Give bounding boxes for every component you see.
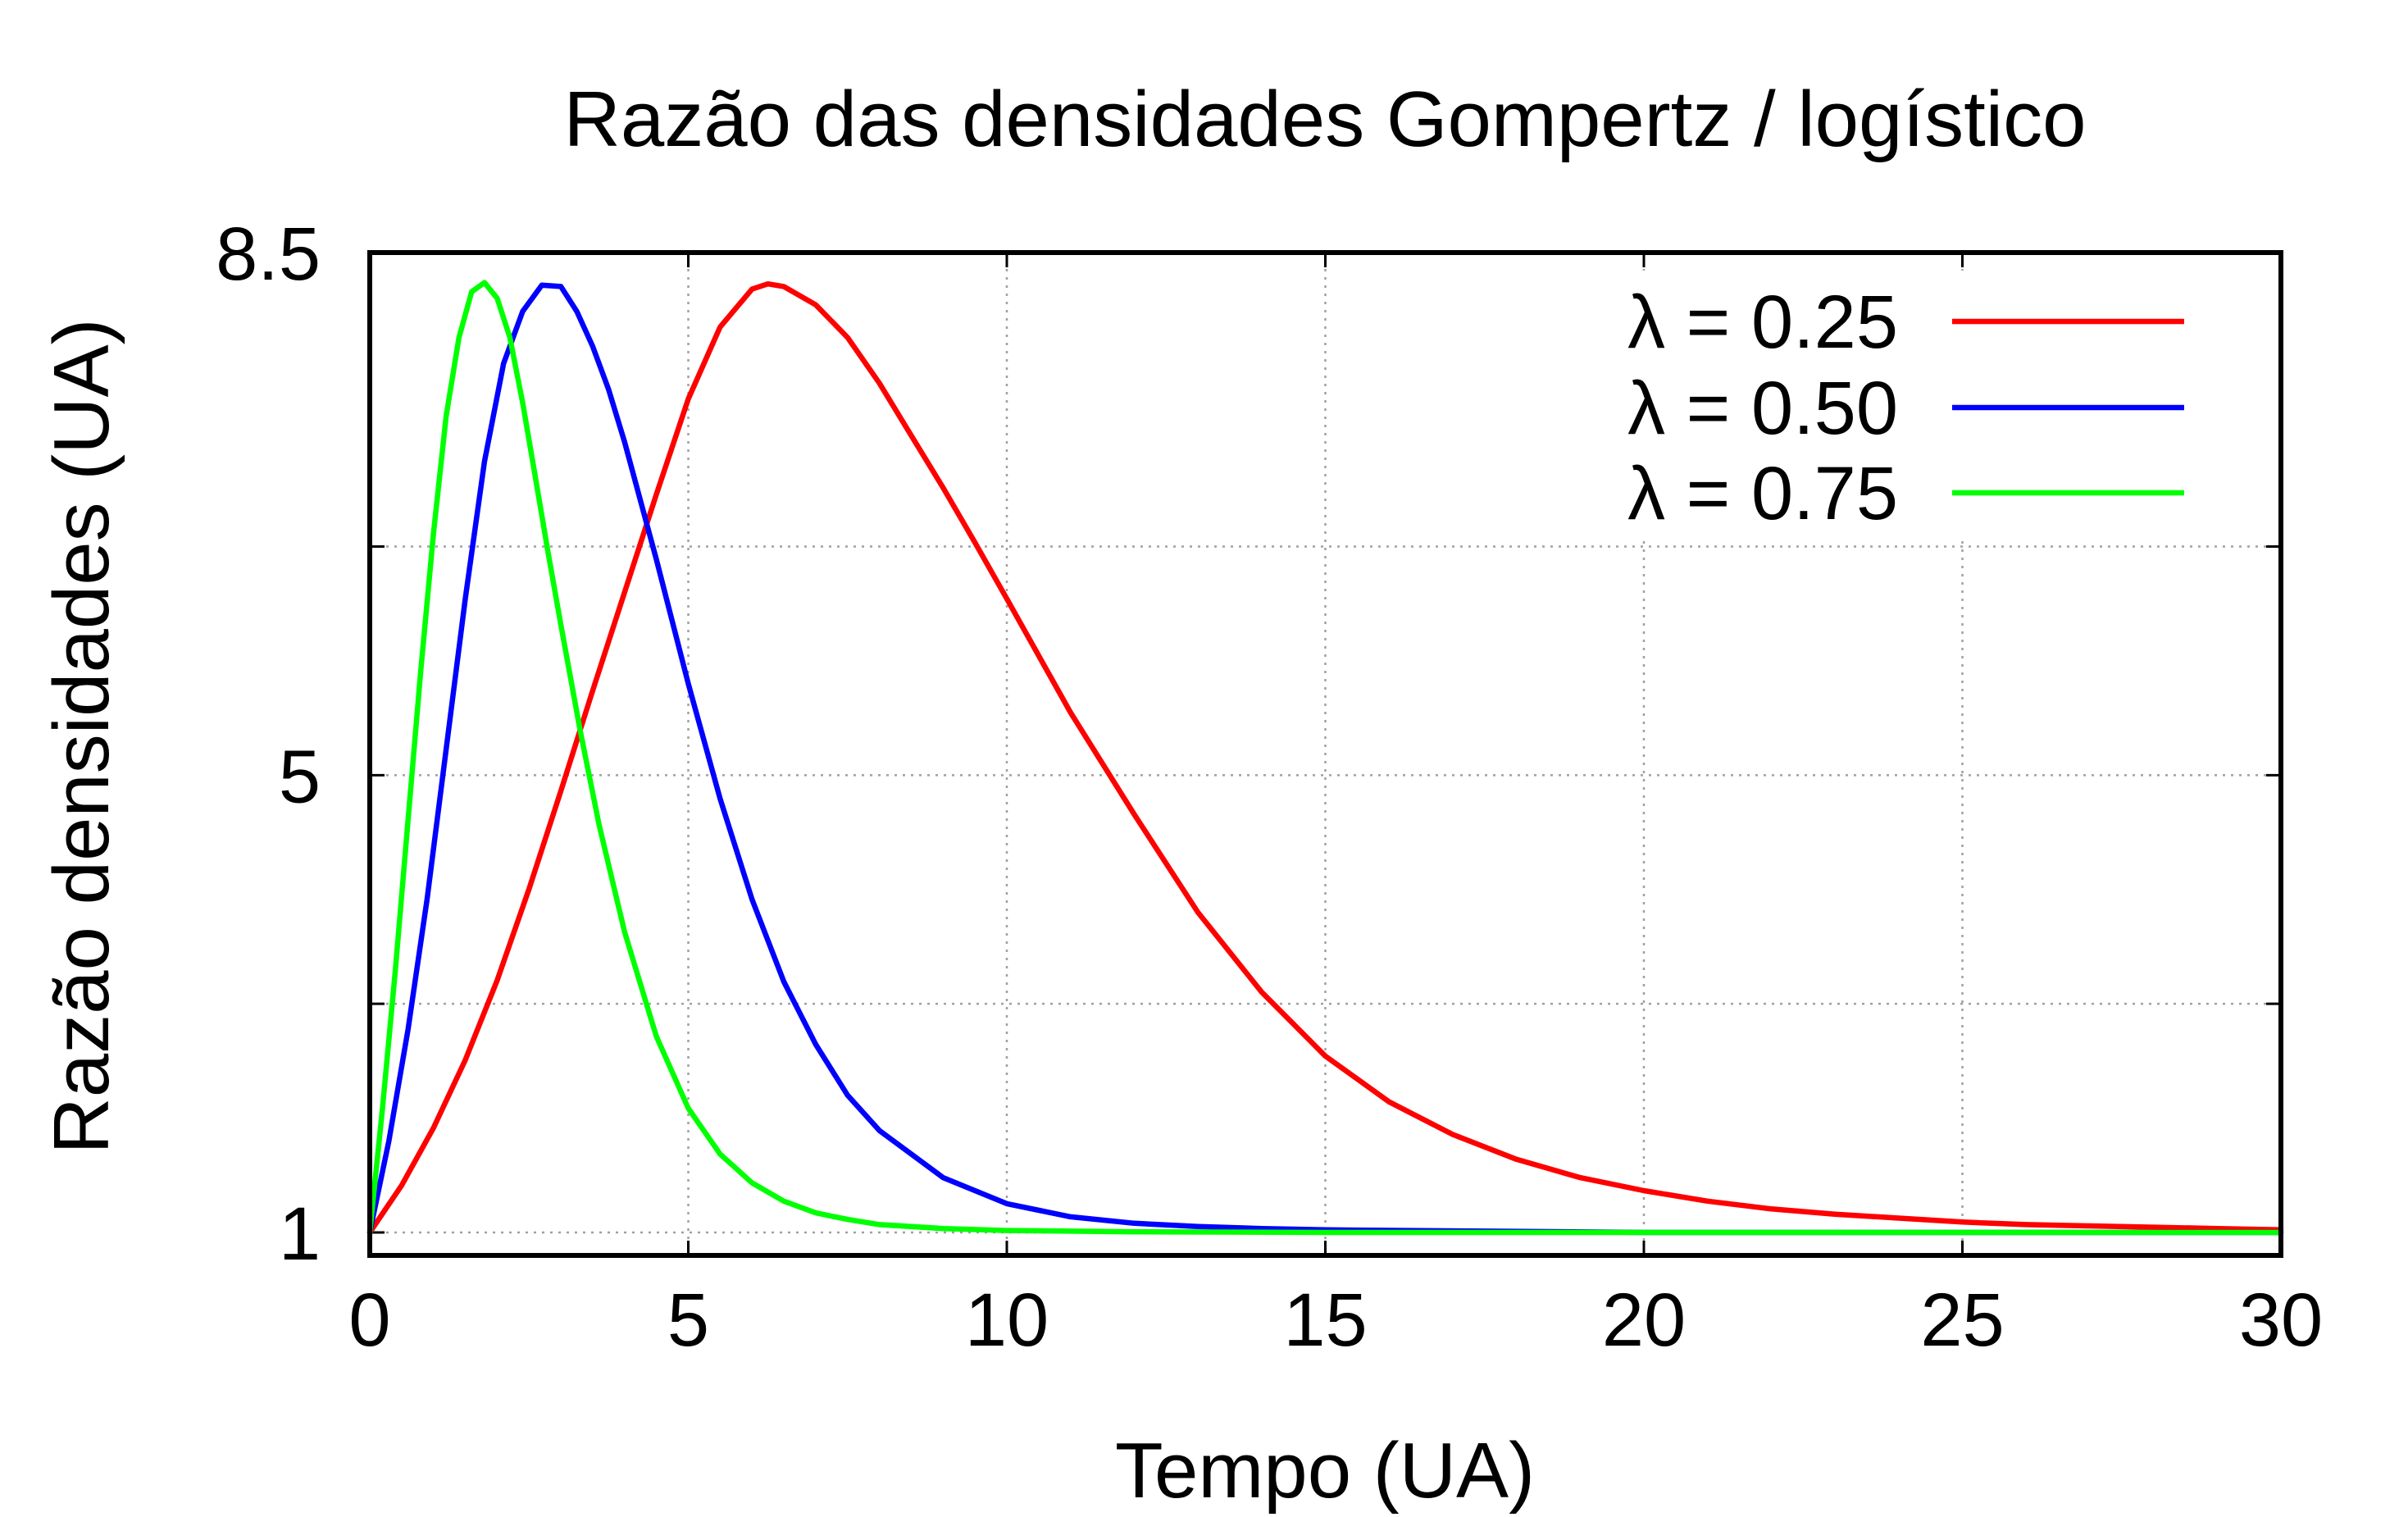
x-axis-label: Tempo (UA): [1115, 1427, 1535, 1515]
legend: λ = 0.25λ = 0.50λ = 0.75: [1627, 280, 2184, 535]
series-line-lambda-025: [366, 280, 2284, 1236]
legend-label-lambda-075: λ = 0.75: [1627, 452, 1898, 535]
x-tick-label: 0: [348, 1278, 390, 1362]
x-tick-label: 15: [1283, 1278, 1367, 1362]
series-line-lambda-075: [366, 280, 2284, 1236]
x-tick-label: 25: [1920, 1278, 2004, 1362]
series-line-lambda-050: [366, 282, 2284, 1236]
plot-frame: [367, 250, 2283, 1258]
x-tick-label: 20: [1602, 1278, 1686, 1362]
y-tick-label: 1: [279, 1192, 321, 1276]
y-axis-label: Razão densidades (UA): [38, 318, 125, 1154]
legend-label-lambda-050: λ = 0.50: [1627, 367, 1898, 450]
series-layer: [366, 280, 2284, 1236]
chart-title: Razão das densidades Gompertz / logístic…: [564, 75, 2087, 163]
y-tick-label: 5: [279, 735, 321, 818]
x-tick-label: 5: [667, 1278, 709, 1362]
legend-label-lambda-025: λ = 0.25: [1627, 280, 1898, 364]
x-tick-label: 30: [2239, 1278, 2323, 1362]
x-tick-label: 10: [965, 1278, 1049, 1362]
y-tick-label: 8.5: [216, 212, 321, 296]
